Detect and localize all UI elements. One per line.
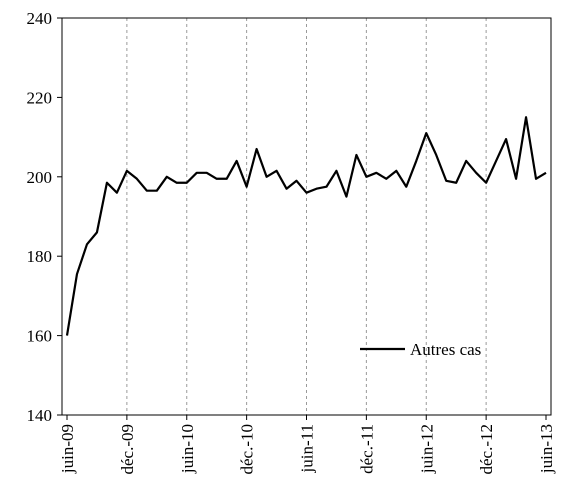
series-line-autres-cas xyxy=(65,116,547,336)
x-tick-label: juin-10 xyxy=(178,424,197,474)
x-tick-label: juin-11 xyxy=(298,424,317,473)
y-tick-label: 160 xyxy=(27,327,53,346)
x-tick-label: juin-12 xyxy=(417,424,436,474)
x-tick-label: juin-13 xyxy=(537,424,556,474)
x-tick-label: juin-09 xyxy=(58,424,77,474)
series-layer xyxy=(65,116,547,336)
x-tick-label: déc.-12 xyxy=(477,424,496,475)
y-tick-label: 200 xyxy=(27,168,53,187)
x-tick-label: déc.-11 xyxy=(357,424,376,474)
x-axis: juin-09 déc.-09 juin-10 déc.-10 juin-11 déc.-… xyxy=(58,415,556,475)
y-tick-label: 240 xyxy=(27,9,53,28)
y-tick-label: 180 xyxy=(27,247,53,266)
gridlines xyxy=(126,18,487,415)
y-tick-label: 140 xyxy=(27,406,53,425)
x-tick-label: déc.-09 xyxy=(118,424,137,475)
legend-label: Autres cas xyxy=(410,340,481,359)
y-axis: 140 160 180 200 220 240 xyxy=(27,9,62,425)
legend: Autres cas xyxy=(360,340,481,359)
x-tick-label: déc.-10 xyxy=(238,424,257,475)
y-tick-label: 220 xyxy=(27,88,53,107)
